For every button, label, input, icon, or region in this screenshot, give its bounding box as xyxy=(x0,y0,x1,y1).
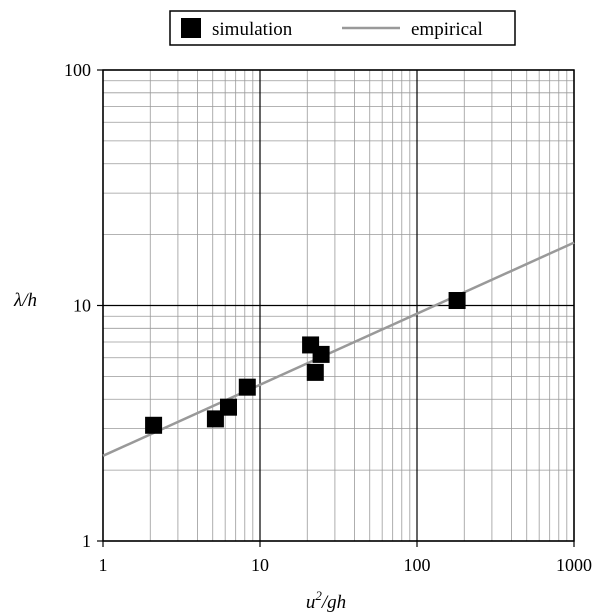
x-axis-label-base: u xyxy=(306,592,316,613)
simulation-series xyxy=(145,292,466,434)
legend-label-simulation: simulation xyxy=(212,19,293,40)
legend-label-empirical: empirical xyxy=(411,19,483,40)
x-tick-label: 10 xyxy=(251,555,269,575)
empirical-series xyxy=(102,241,575,457)
y-axis-ticks: 1 10 100 xyxy=(64,60,103,551)
legend: simulation empirical xyxy=(169,10,516,46)
x-axis-label-sup: 2 xyxy=(315,588,322,603)
x-axis-label-rest: /gh xyxy=(321,592,346,613)
simulation-point xyxy=(238,378,256,396)
simulation-point xyxy=(206,410,224,428)
x-tick-label: 1000 xyxy=(556,555,592,575)
y-tick-label: 10 xyxy=(73,296,91,316)
simulation-point xyxy=(145,416,163,434)
x-axis-ticks: 1 10 100 1000 xyxy=(99,541,592,575)
y-axis-label: λ/h xyxy=(13,290,37,311)
legend-marker-simulation xyxy=(181,18,201,38)
legend-box xyxy=(169,10,516,46)
simulation-point xyxy=(219,398,237,416)
simulation-point xyxy=(312,345,330,363)
x-tick-label: 1 xyxy=(99,555,108,575)
x-tick-label: 100 xyxy=(404,555,431,575)
y-tick-label: 1 xyxy=(82,531,91,551)
simulation-point xyxy=(306,363,324,381)
empirical-line xyxy=(102,241,575,457)
x-axis-label: u2/gh xyxy=(306,588,346,613)
simulation-point xyxy=(448,292,466,310)
y-tick-label: 100 xyxy=(64,60,91,80)
